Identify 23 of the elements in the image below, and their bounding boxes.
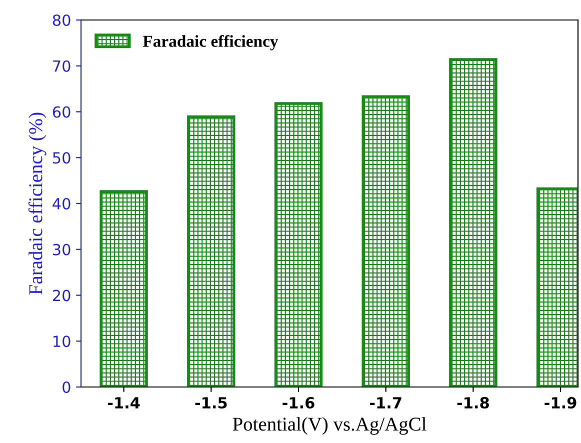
y-tick-label: 40	[52, 198, 70, 210]
bar	[362, 95, 410, 387]
x-tick-label: -1.6	[282, 397, 314, 409]
x-tick-label: -1.9	[544, 397, 576, 409]
y-tick-label: 0	[62, 381, 70, 394]
x-axis-title: Potential(V) vs.Ag/AgCl	[232, 417, 426, 435]
x-tick-label: -1.4	[108, 397, 140, 408]
y-tick-label: 10	[54, 336, 70, 348]
bar	[100, 190, 148, 387]
x-tick-label: -1.5	[195, 397, 227, 409]
y-tick-label: 50	[53, 152, 70, 164]
y-tick-label: 80	[52, 14, 70, 26]
y-tick-label: 20	[52, 290, 70, 302]
bar	[274, 102, 323, 387]
legend-label: Faradaic efficiency	[142, 35, 278, 50]
x-tick-label: -1.8	[457, 396, 489, 409]
bar	[449, 58, 498, 387]
y-tick-label: 30	[53, 244, 70, 256]
y-tick-label: 70	[53, 60, 70, 72]
y-tick-label: 60	[52, 106, 70, 118]
y-axis-title: Faradaic efficiency (%)	[28, 112, 46, 295]
bar	[187, 115, 236, 387]
x-tick-label: -1.7	[370, 397, 402, 408]
